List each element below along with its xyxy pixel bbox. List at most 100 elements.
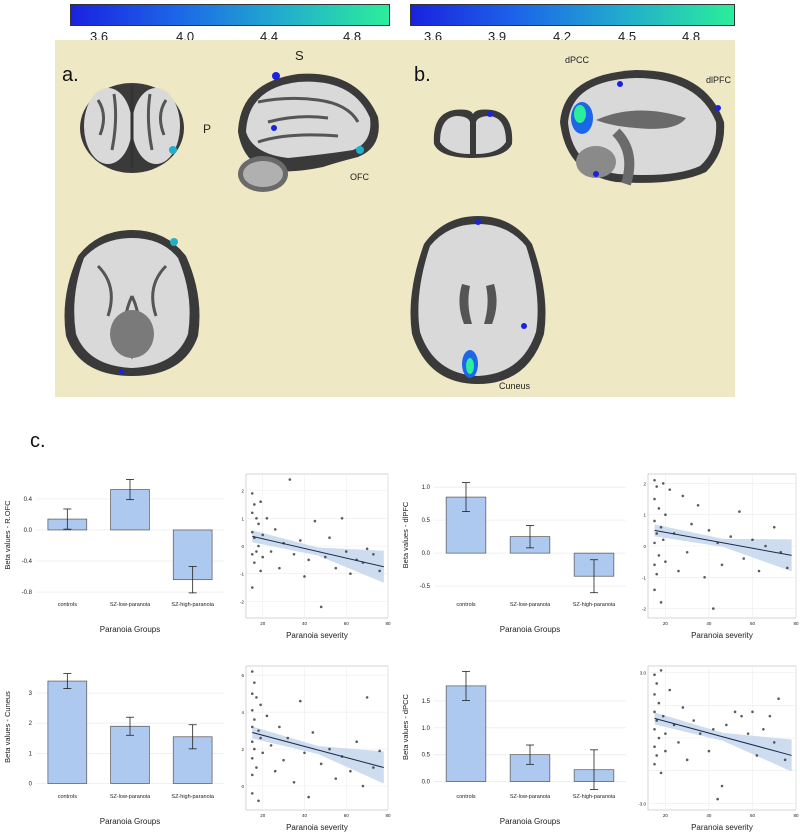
y-tick-label: -1 [240,572,244,577]
x-axis-label: Paranoia Groups [100,817,160,826]
y-tick-label: -0.4 [22,559,33,565]
scatter-point [259,703,262,707]
scatter-point [250,553,254,556]
scatter-point [253,681,256,684]
scatter-point [657,554,661,557]
scatter-point [328,536,331,539]
scatter-point [361,784,365,788]
y-tick-label: 0.5 [422,753,431,759]
y-tick-label: 1.0 [422,726,431,732]
scatter-point [269,744,273,747]
y-tick-label: -2 [642,607,646,612]
scatter-point [653,497,656,501]
brain-axial-a-image [64,230,200,376]
scatter-point [250,692,254,695]
scatter-point [250,757,254,760]
y-tick-label: 0 [241,544,244,549]
scatter-point [250,492,254,495]
scatter-point [681,706,685,709]
scatter-point [278,725,281,729]
x-tick-label: 20 [260,621,266,626]
y-tick-label: 2 [241,747,244,752]
scatter-point [711,607,715,610]
scatter-point [257,729,260,732]
label-cuneus: Cuneus [499,381,531,391]
x-tick-label: 60 [750,813,756,818]
y-tick-label: -3.0 [638,801,646,806]
scatter-point [692,719,696,722]
scatter-point [292,553,296,556]
scatter-point [257,522,260,526]
scatter-point [777,697,780,701]
scatter-point [653,673,656,677]
scatter-point [255,550,258,553]
scatter-point [757,569,761,573]
scatter-point [711,727,715,731]
x-tick-label: SZ-high-paranoia [573,602,616,608]
scatter-point [764,544,767,548]
scatter-point [298,699,302,703]
scatter-point [657,701,661,705]
scatter-point [307,795,310,799]
y-tick-label: 0 [241,784,244,789]
scatter-point [349,769,352,773]
scatter-point [311,731,315,734]
scatter-point [261,555,265,559]
regression-line [252,731,384,769]
scatter-point [250,511,254,515]
scatter-point [307,558,310,562]
scatter-point [653,541,656,545]
x-tick-label: SZ-high-paranoia [171,794,214,800]
scatter-point [677,569,680,573]
x-tick-label: 20 [260,813,266,818]
scatter-point [250,709,254,712]
scatter-point [259,736,262,740]
chart-dlpfc-scatter: 2 1 0 -1 -2 20 40 60 80 Paranoia severity [642,473,799,640]
scatter-point [313,519,317,523]
x-axis-label: Paranoia Groups [500,625,560,634]
colorbar-b [410,4,735,26]
scatter-point [772,525,776,529]
brain-sagittal-a-image [238,72,379,192]
scatter-point [668,488,672,491]
scatter-point [664,732,667,735]
scatter-point [659,601,663,604]
y-tick-label: 1.5 [422,699,431,705]
panel-label-c: c. [30,430,46,452]
panel-label-b: b. [414,64,431,86]
chart-dpcc-bars: 1.5 1.0 0.5 0.0 controls SZ-low-paranoia SZ-hi… [401,666,626,826]
scatter-point [733,710,737,714]
y-tick-label: 3 [29,691,33,697]
scatter-point [349,572,352,575]
y-tick-label: 4 [241,710,244,715]
chart-dlpfc-bars: 1.0 0.5 0.0 -0.5 controls SZ-low-paranoia SZ-h… [401,474,626,634]
scatter-point [298,539,302,542]
scatter-point [340,517,344,520]
scatter-point [768,714,772,718]
y-tick-label: -0.8 [22,590,33,596]
y-tick-label: 6 [241,673,244,678]
scatter-point [355,740,358,743]
scatter-point [698,732,702,735]
scatter-point [372,766,375,769]
bar-controls [47,680,88,784]
scatter-point [661,538,665,542]
x-tick-label: 20 [663,621,669,626]
scatter-point [720,563,724,567]
chart-dpcc-scatter: 3.0 -3.0 20 40 60 80 Paranoia severity [638,665,799,832]
chart-cuneus-bars: 3 2 1 0 controls SZ-low-paranoia SZ-high-paran… [3,666,224,826]
scatter-point [655,682,659,685]
scatter-point [725,723,728,727]
scatter-point [751,710,754,714]
y-tick-label: 2 [643,481,646,486]
scatter-point [664,513,667,516]
scatter-point [664,749,667,753]
scatter-point [716,797,719,801]
brain-axial-b-image [410,216,546,384]
brain-sagittal-b-image [560,70,725,186]
scatter-point [720,784,724,788]
scatter-point [282,758,285,762]
chart-rofc-scatter: 2 1 0 -1 -2 20 40 60 80 Paranoia severity [240,473,391,640]
scatter-point [653,563,656,567]
scatter-point [334,777,338,780]
